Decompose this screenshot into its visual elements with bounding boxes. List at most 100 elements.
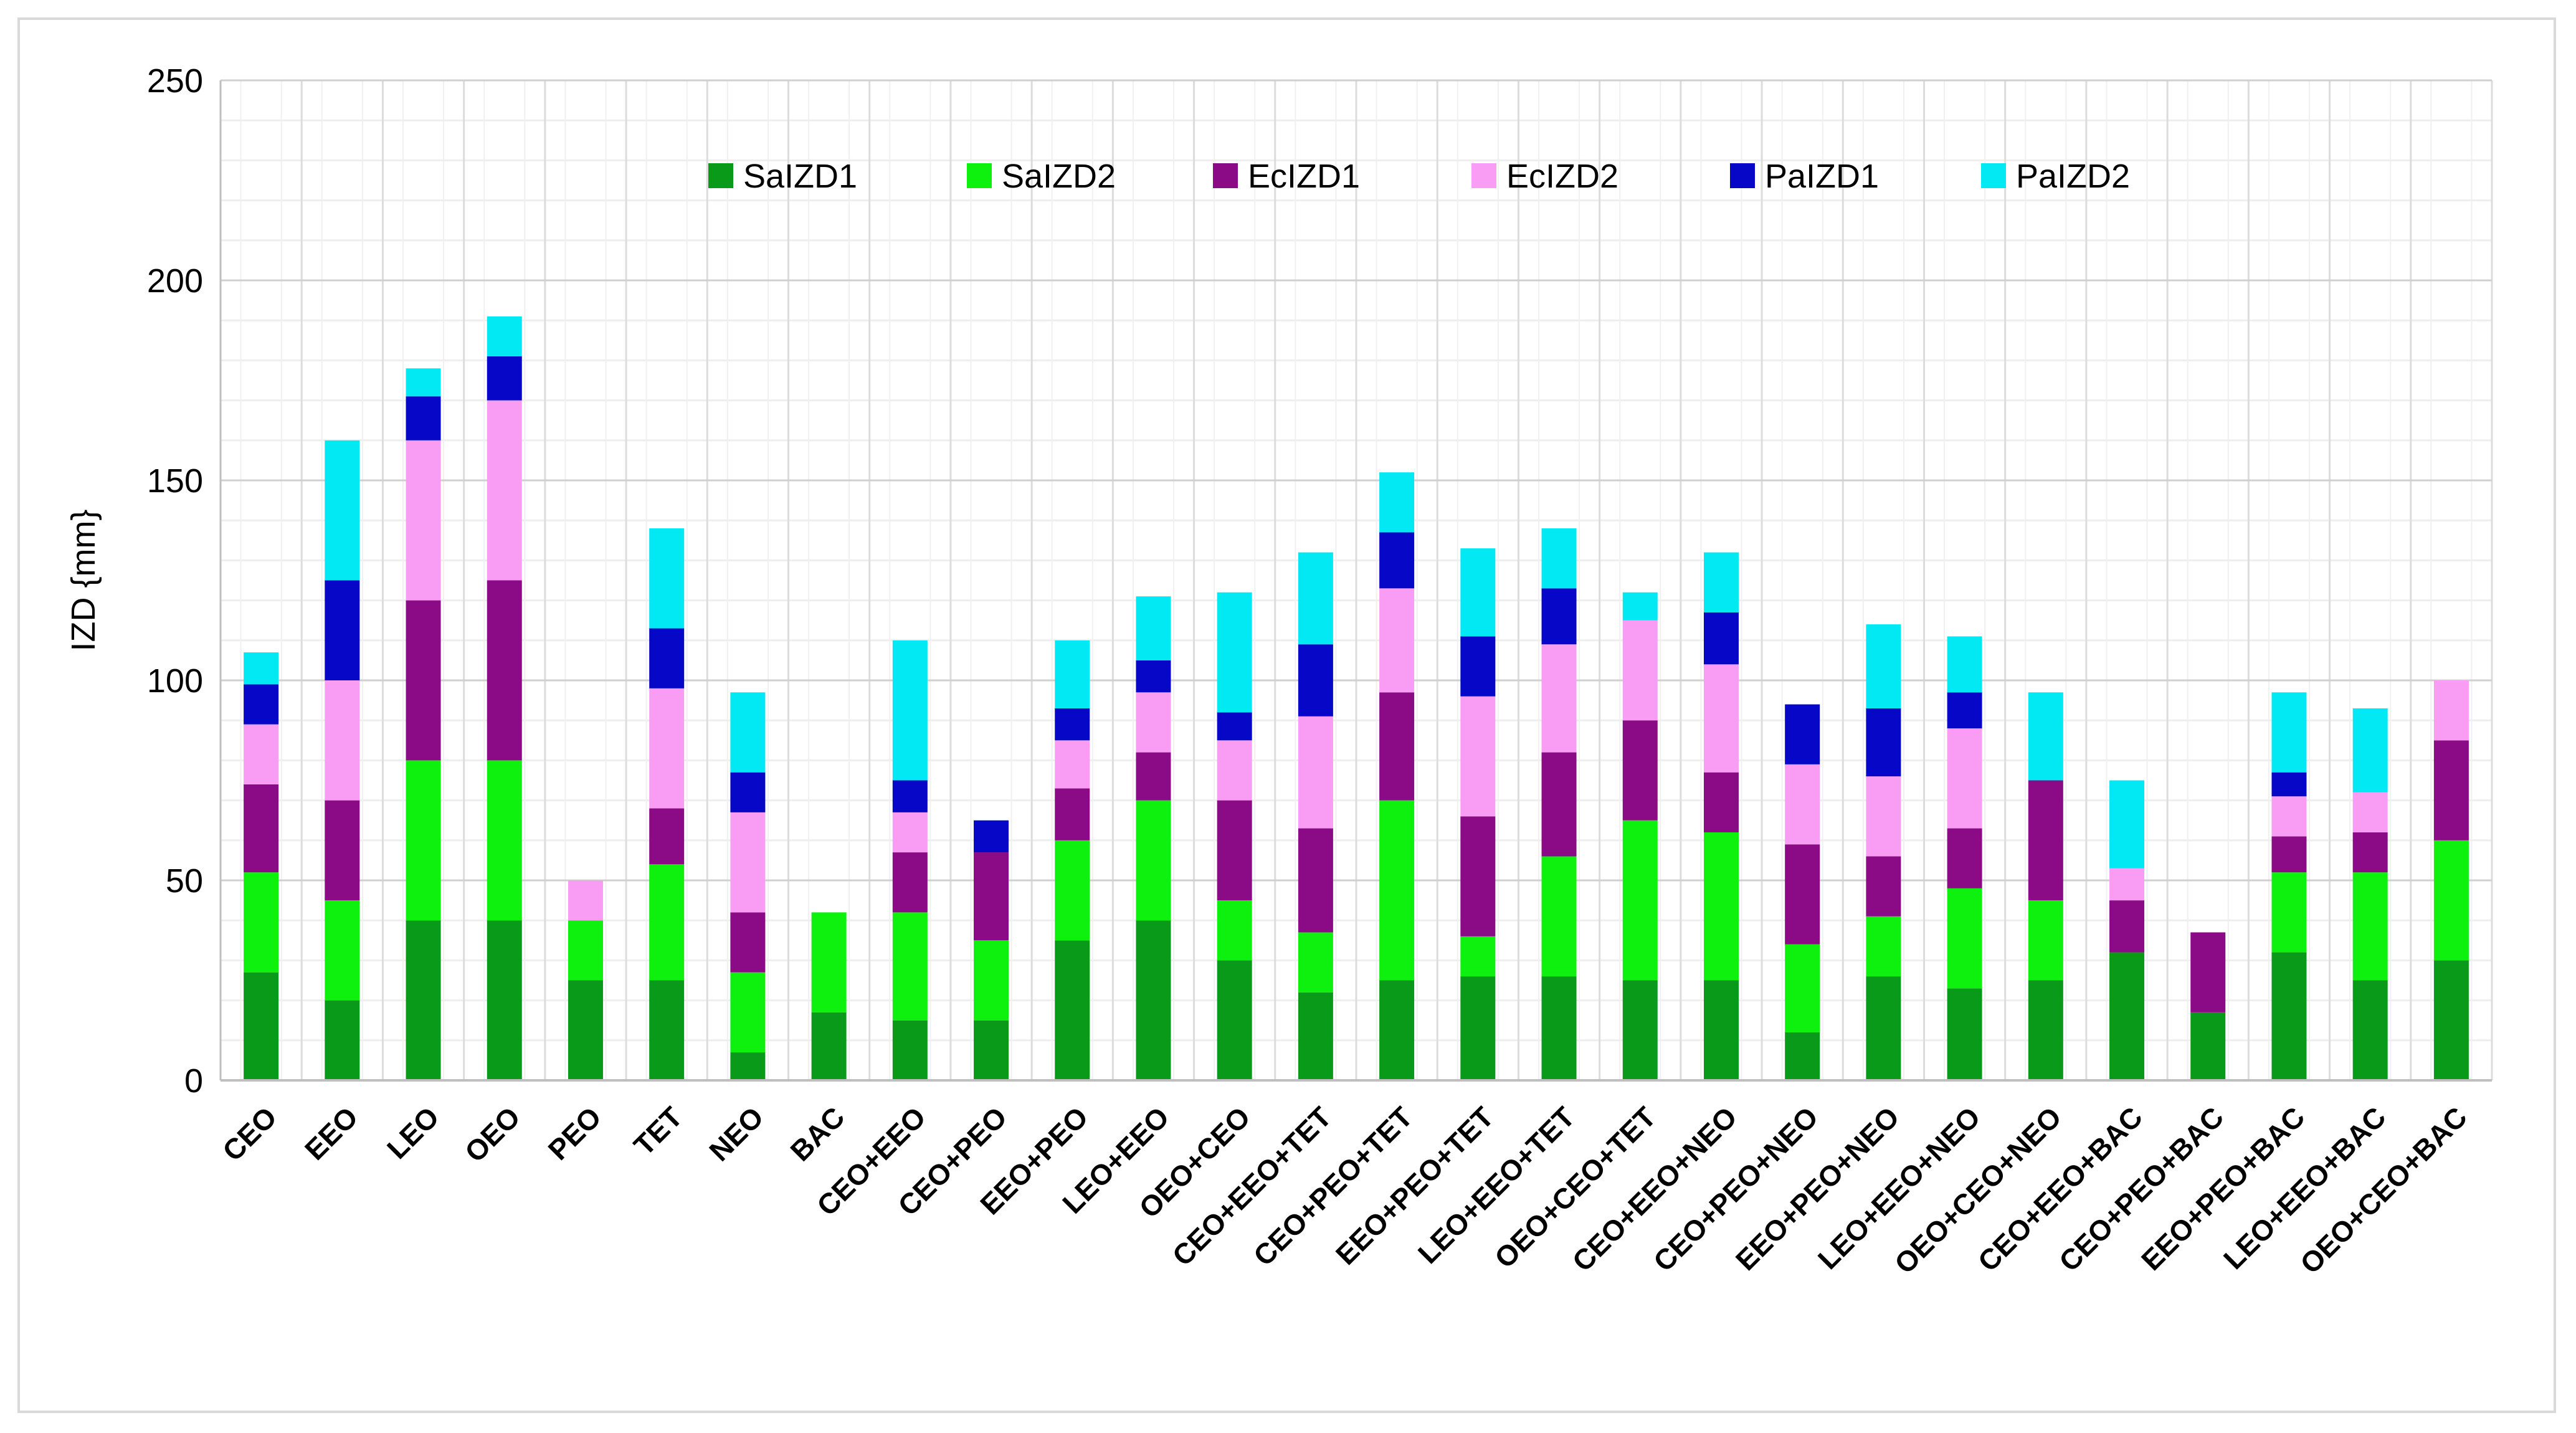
bar-segment-EcIZD1	[2109, 900, 2145, 953]
bar-segment-EcIZD1	[730, 912, 766, 973]
bar-segment-SaIZD2	[1703, 832, 1739, 981]
bar-segment-PaIZD1	[892, 780, 928, 812]
bar-segment-SaIZD2	[2352, 872, 2388, 981]
bar-segment-EcIZD2	[649, 688, 685, 809]
y-tick-label: 200	[147, 262, 203, 300]
bar-segment-SaIZD1	[1947, 988, 1982, 1080]
bar-segment-SaIZD1	[1379, 980, 1415, 1080]
legend-swatch-PaIZD2	[1981, 163, 2006, 188]
bar-segment-SaIZD1	[811, 1012, 847, 1080]
bar-segment-PaIZD2	[1379, 472, 1415, 533]
bar-segment-SaIZD2	[730, 972, 766, 1053]
bar-segment-EcIZD1	[1703, 772, 1739, 832]
bar-segment-EcIZD1	[892, 852, 928, 913]
x-tick-label: BAC	[784, 1100, 850, 1167]
grid-lines	[219, 79, 2493, 1082]
bar-segment-SaIZD1	[649, 980, 685, 1080]
bar-segment-SaIZD1	[406, 920, 441, 1080]
bar-segment-EcIZD1	[2271, 836, 2307, 873]
bar-segment-PaIZD2	[1541, 528, 1577, 589]
bar-segment-PaIZD1	[974, 820, 1009, 853]
bar-segment-EcIZD2	[1703, 664, 1739, 773]
bar-segment-SaIZD1	[1298, 992, 1333, 1080]
y-tick-label: 150	[147, 462, 203, 500]
bar-segment-EcIZD1	[406, 600, 441, 761]
bar-segment-PaIZD2	[1217, 592, 1252, 713]
x-tick-label: NEO	[703, 1100, 769, 1167]
legend-swatch-SaIZD1	[708, 163, 733, 188]
bar-segment-SaIZD1	[2190, 1012, 2226, 1080]
bar-segment-EcIZD1	[325, 800, 360, 901]
bar-segment-SaIZD1	[1703, 980, 1739, 1080]
bar-segment-PaIZD2	[1298, 552, 1333, 645]
bar-segment-EcIZD2	[568, 880, 603, 921]
y-tick-label: 250	[147, 62, 203, 100]
bar-segment-EcIZD1	[974, 852, 1009, 941]
bar-segment-EcIZD1	[649, 808, 685, 865]
bar-segment-EcIZD1	[1866, 856, 1901, 916]
bar-segment-EcIZD2	[2109, 868, 2145, 901]
bar-segment-EcIZD2	[1460, 696, 1496, 817]
bar-segment-PaIZD1	[1866, 708, 1901, 777]
bar-segment-SaIZD1	[1460, 976, 1496, 1080]
bar-segment-PaIZD1	[1785, 704, 1820, 764]
bars	[244, 316, 2469, 1080]
bar-segment-EcIZD2	[1866, 776, 1901, 857]
bar-segment-SaIZD1	[2271, 952, 2307, 1080]
bar-segment-PaIZD2	[2271, 692, 2307, 773]
bar-segment-PaIZD1	[1947, 692, 1982, 729]
bar-segment-EcIZD1	[1947, 828, 1982, 888]
bar-segment-SaIZD1	[325, 1000, 360, 1080]
bar-segment-EcIZD1	[2352, 832, 2388, 873]
bar-segment-SaIZD1	[244, 972, 279, 1080]
bar-segment-PaIZD2	[1136, 596, 1171, 660]
bar-segment-EcIZD1	[1298, 828, 1333, 933]
bar-segment-SaIZD1	[2109, 952, 2145, 1080]
bar-segment-PaIZD1	[1217, 712, 1252, 741]
bar-segment-EcIZD2	[325, 680, 360, 801]
bar-segment-SaIZD2	[892, 912, 928, 1021]
bar-segment-SaIZD1	[974, 1020, 1009, 1080]
bar-segment-SaIZD1	[2352, 980, 2388, 1080]
bar-segment-EcIZD2	[487, 400, 522, 581]
y-axis-label: IZD {mm}	[65, 509, 102, 651]
bar-segment-PaIZD1	[2271, 772, 2307, 797]
bar-segment-SaIZD2	[2028, 900, 2063, 981]
y-tick-label: 50	[166, 862, 203, 900]
bar-segment-EcIZD1	[2190, 932, 2226, 1012]
bar-segment-PaIZD2	[1055, 640, 1090, 708]
bar-segment-PaIZD1	[1703, 612, 1739, 665]
bar-segment-PaIZD2	[2109, 780, 2145, 869]
bar-segment-EcIZD1	[2028, 780, 2063, 901]
bar-segment-SaIZD1	[487, 920, 522, 1080]
legend-swatch-SaIZD2	[967, 163, 992, 188]
bar-segment-EcIZD1	[1541, 752, 1577, 857]
y-tick-label: 0	[184, 1062, 203, 1100]
bar-segment-PaIZD1	[487, 356, 522, 401]
bar-segment-EcIZD1	[1055, 788, 1090, 840]
bar-segment-SaIZD2	[974, 940, 1009, 1021]
bar-segment-SaIZD1	[1055, 940, 1090, 1080]
bar-segment-EcIZD2	[1785, 764, 1820, 845]
bar-segment-SaIZD2	[1460, 936, 1496, 977]
legend-label-SaIZD2: SaIZD2	[1002, 158, 1116, 195]
bar-segment-EcIZD2	[2433, 680, 2469, 741]
bar-segment-EcIZD1	[1136, 752, 1171, 801]
x-tick-label: OEO	[459, 1100, 526, 1168]
bar-segment-PaIZD2	[406, 368, 441, 397]
bar-segment-SaIZD2	[2433, 840, 2469, 961]
bar-segment-PaIZD2	[1460, 548, 1496, 637]
legend-label-SaIZD1: SaIZD1	[743, 158, 857, 195]
bar-segment-EcIZD2	[730, 812, 766, 913]
bar-segment-PaIZD2	[1703, 552, 1739, 612]
bar-segment-EcIZD2	[1947, 728, 1982, 829]
legend-label-EcIZD1: EcIZD1	[1248, 158, 1360, 195]
bar-segment-PaIZD2	[1866, 624, 1901, 708]
bar-segment-EcIZD2	[892, 812, 928, 853]
bar-segment-SaIZD1	[1217, 960, 1252, 1080]
bar-segment-EcIZD2	[406, 440, 441, 601]
bar-segment-PaIZD1	[1136, 660, 1171, 693]
bar-segment-SaIZD2	[1379, 800, 1415, 981]
bar-segment-PaIZD1	[244, 684, 279, 725]
bar-segment-SaIZD1	[2028, 980, 2063, 1080]
